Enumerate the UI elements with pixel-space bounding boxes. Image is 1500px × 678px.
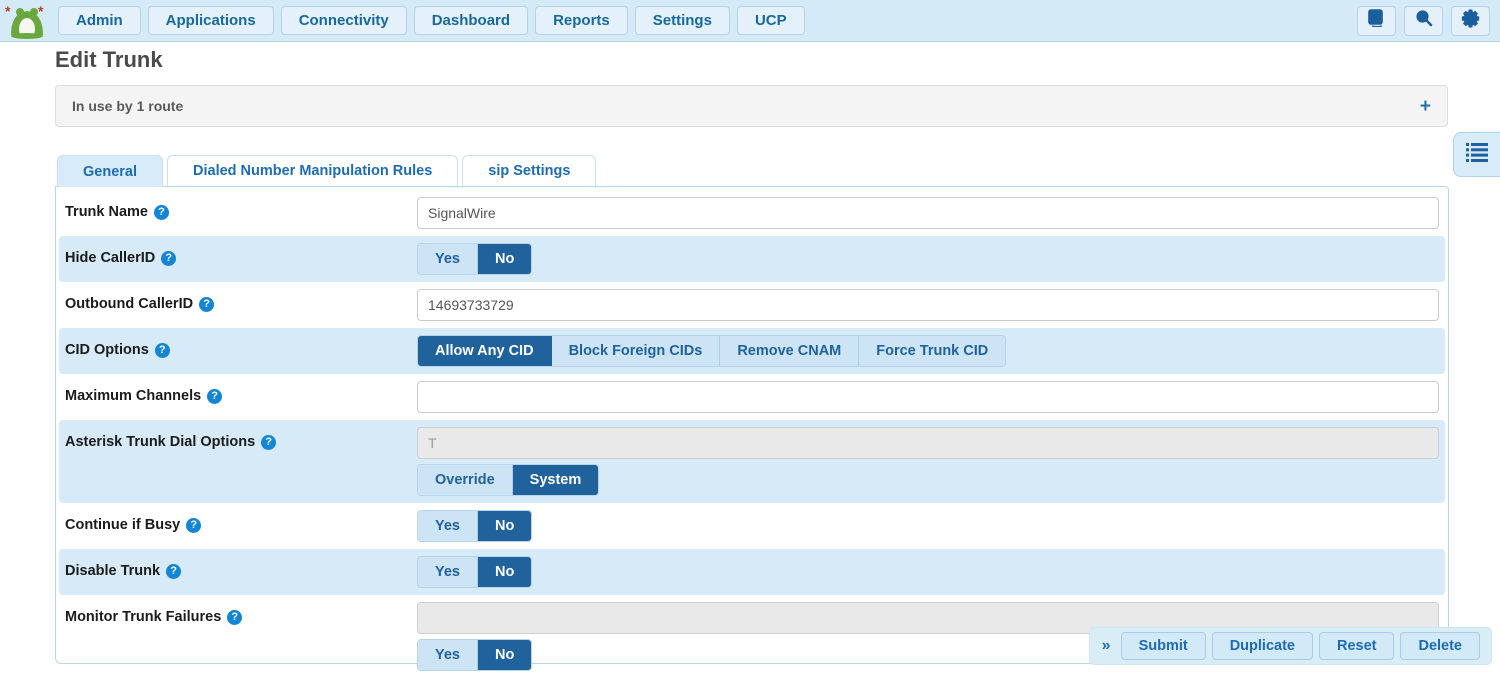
- label-text: Outbound CallerID: [65, 296, 193, 312]
- form-action-bar: » Submit Duplicate Reset Delete: [1090, 628, 1491, 664]
- cid-option-remove-cnam[interactable]: Remove CNAM: [720, 336, 859, 366]
- help-icon[interactable]: ?: [166, 564, 181, 579]
- label-text: Continue if Busy: [65, 517, 180, 533]
- nav-item-settings[interactable]: Settings: [635, 6, 730, 35]
- gear-icon: [1461, 9, 1480, 33]
- nav-item-reports[interactable]: Reports: [535, 6, 628, 35]
- trunk-tabs: General Dialed Number Manipulation Rules…: [57, 155, 600, 187]
- help-icon[interactable]: ?: [155, 343, 170, 358]
- svg-text:*: *: [38, 3, 44, 19]
- monitor-trunk-failures-yes[interactable]: Yes: [418, 640, 478, 670]
- label-text: CID Options: [65, 342, 149, 358]
- disable-trunk-yes[interactable]: Yes: [418, 557, 478, 587]
- nav-item-admin[interactable]: Admin: [58, 6, 141, 35]
- tab-sip-settings[interactable]: sip Settings: [462, 155, 596, 186]
- row-outbound-callerid: Outbound CallerID ?: [59, 282, 1445, 328]
- hide-callerid-toggle: Yes No: [417, 243, 532, 275]
- language-icon: A: [1367, 9, 1387, 32]
- help-icon[interactable]: ?: [154, 205, 169, 220]
- reset-button[interactable]: Reset: [1319, 632, 1395, 660]
- top-navbar: * * Admin Applications Connectivity Dash…: [0, 0, 1500, 42]
- expand-plus-icon[interactable]: +: [1420, 97, 1431, 116]
- tab-dialed-number-manipulation-rules[interactable]: Dialed Number Manipulation Rules: [167, 155, 458, 186]
- cid-option-force-trunk-cid[interactable]: Force Trunk CID: [859, 336, 1005, 366]
- freepbx-logo[interactable]: * *: [4, 2, 50, 40]
- cid-options-toggle: Allow Any CID Block Foreign CIDs Remove …: [417, 335, 1006, 367]
- list-icon: [1466, 143, 1488, 167]
- row-hide-callerid: Hide CallerID ? Yes No: [59, 236, 1445, 282]
- usage-panel[interactable]: In use by 1 route +: [55, 85, 1448, 127]
- row-cid-options: CID Options ? Allow Any CID Block Foreig…: [59, 328, 1445, 374]
- cid-option-allow-any-cid[interactable]: Allow Any CID: [418, 336, 552, 366]
- hide-callerid-label: Hide CallerID ?: [65, 243, 417, 266]
- trunk-name-label: Trunk Name ?: [65, 197, 417, 220]
- page-title: Edit Trunk: [55, 47, 163, 73]
- dial-options-override-system-toggle: Override System: [417, 464, 599, 496]
- row-disable-trunk: Disable Trunk ? Yes No: [59, 549, 1445, 595]
- continue-if-busy-no[interactable]: No: [478, 511, 531, 541]
- nav-item-applications[interactable]: Applications: [148, 6, 274, 35]
- monitor-trunk-failures-no[interactable]: No: [478, 640, 531, 670]
- maximum-channels-label: Maximum Channels ?: [65, 381, 417, 404]
- help-icon[interactable]: ?: [161, 251, 176, 266]
- help-icon[interactable]: ?: [199, 297, 214, 312]
- collapse-chevron-icon[interactable]: »: [1102, 637, 1111, 655]
- hide-callerid-yes[interactable]: Yes: [418, 244, 478, 274]
- label-text: Asterisk Trunk Dial Options: [65, 434, 255, 450]
- search-button[interactable]: [1404, 6, 1443, 36]
- outbound-callerid-input[interactable]: [417, 289, 1439, 321]
- dial-options-system[interactable]: System: [513, 465, 599, 495]
- general-tab-panel: Trunk Name ? Hide CallerID ? Yes No Outb…: [55, 186, 1449, 664]
- hide-callerid-no[interactable]: No: [478, 244, 531, 274]
- search-icon: [1415, 9, 1433, 32]
- help-icon[interactable]: ?: [227, 610, 242, 625]
- submit-button[interactable]: Submit: [1121, 632, 1206, 660]
- nav-item-ucp[interactable]: UCP: [737, 6, 805, 35]
- trunk-name-input[interactable]: [417, 197, 1439, 229]
- help-icon[interactable]: ?: [261, 435, 276, 450]
- label-text: Maximum Channels: [65, 388, 201, 404]
- svg-text:*: *: [5, 3, 11, 19]
- asterisk-trunk-dial-options-label: Asterisk Trunk Dial Options ?: [65, 427, 417, 450]
- disable-trunk-no[interactable]: No: [478, 557, 531, 587]
- trunk-list-button[interactable]: [1453, 132, 1500, 177]
- nav-item-dashboard[interactable]: Dashboard: [414, 6, 528, 35]
- delete-button[interactable]: Delete: [1400, 632, 1480, 660]
- row-continue-if-busy: Continue if Busy ? Yes No: [59, 503, 1445, 549]
- row-maximum-channels: Maximum Channels ?: [59, 374, 1445, 420]
- monitor-trunk-failures-toggle: Yes No: [417, 639, 532, 671]
- tab-general[interactable]: General: [57, 155, 163, 187]
- maximum-channels-input[interactable]: [417, 381, 1439, 413]
- cid-option-block-foreign-cids[interactable]: Block Foreign CIDs: [552, 336, 721, 366]
- monitor-trunk-failures-label: Monitor Trunk Failures ?: [65, 602, 417, 625]
- continue-if-busy-label: Continue if Busy ?: [65, 510, 417, 533]
- settings-button[interactable]: [1451, 6, 1490, 36]
- row-trunk-name: Trunk Name ?: [59, 190, 1445, 236]
- row-asterisk-trunk-dial-options: Asterisk Trunk Dial Options ? Override S…: [59, 420, 1445, 503]
- disable-trunk-toggle: Yes No: [417, 556, 532, 588]
- usage-panel-text: In use by 1 route: [72, 98, 183, 114]
- asterisk-trunk-dial-options-input: [417, 427, 1439, 459]
- dial-options-override[interactable]: Override: [418, 465, 513, 495]
- label-text: Trunk Name: [65, 204, 148, 220]
- language-button[interactable]: A: [1357, 6, 1396, 36]
- navbar-right-icons: A: [1349, 6, 1490, 36]
- label-text: Monitor Trunk Failures: [65, 609, 221, 625]
- label-text: Hide CallerID: [65, 250, 155, 266]
- help-icon[interactable]: ?: [186, 518, 201, 533]
- continue-if-busy-toggle: Yes No: [417, 510, 532, 542]
- nav-item-connectivity[interactable]: Connectivity: [281, 6, 407, 35]
- label-text: Disable Trunk: [65, 563, 160, 579]
- outbound-callerid-label: Outbound CallerID ?: [65, 289, 417, 312]
- help-icon[interactable]: ?: [207, 389, 222, 404]
- continue-if-busy-yes[interactable]: Yes: [418, 511, 478, 541]
- duplicate-button[interactable]: Duplicate: [1212, 632, 1313, 660]
- disable-trunk-label: Disable Trunk ?: [65, 556, 417, 579]
- cid-options-label: CID Options ?: [65, 335, 417, 358]
